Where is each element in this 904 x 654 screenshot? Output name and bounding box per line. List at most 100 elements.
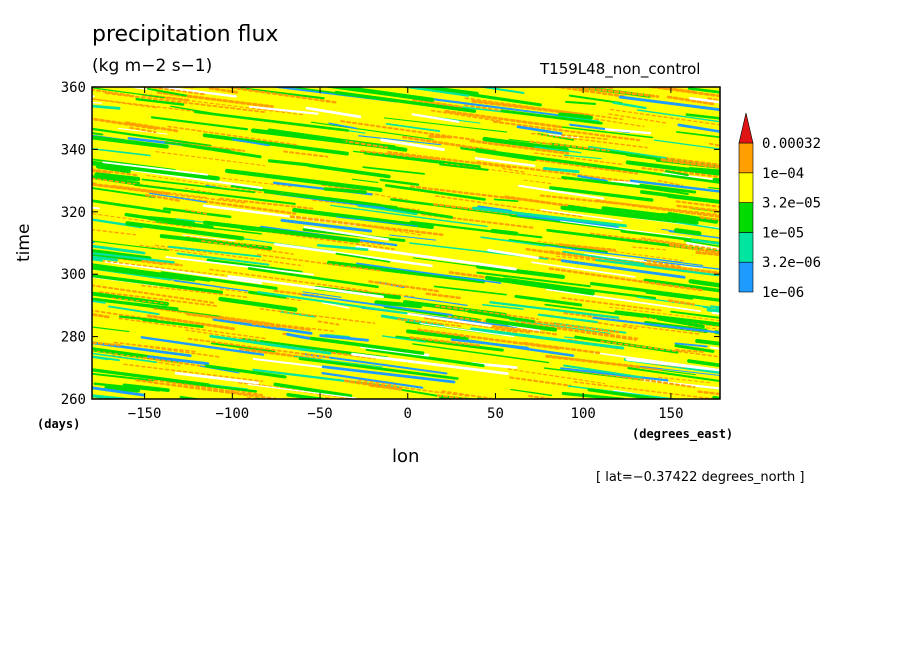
field-streak bbox=[749, 368, 898, 386]
field-streak bbox=[648, 87, 696, 94]
field-streak bbox=[523, 429, 571, 435]
field-streak bbox=[623, 323, 700, 335]
field-streak bbox=[141, 284, 248, 298]
field-streak bbox=[332, 434, 459, 452]
colorbar-extend-triangle bbox=[738, 112, 754, 144]
field-streak bbox=[708, 54, 844, 71]
field-streak bbox=[387, 151, 515, 169]
field-streak bbox=[646, 457, 734, 470]
field-streak bbox=[421, 41, 516, 52]
field-streak bbox=[399, 311, 492, 327]
field-streak bbox=[676, 131, 720, 139]
field-streak bbox=[92, 98, 159, 109]
field-streak bbox=[367, 441, 503, 459]
field-streak bbox=[458, 40, 590, 59]
field-streak bbox=[542, 166, 580, 174]
field-streak bbox=[674, 344, 715, 353]
field-streak bbox=[81, 57, 241, 78]
field-streak bbox=[451, 443, 601, 462]
field-streak bbox=[323, 66, 426, 80]
field-streak bbox=[709, 346, 720, 350]
field-streak bbox=[138, 441, 210, 449]
field-streak bbox=[92, 352, 158, 364]
field-streak bbox=[92, 104, 121, 110]
field-streak bbox=[660, 39, 806, 59]
field-streak bbox=[549, 87, 625, 98]
field-streak bbox=[789, 278, 904, 297]
field-streak bbox=[273, 382, 353, 398]
field-streak bbox=[604, 165, 720, 184]
field-streak bbox=[147, 377, 237, 394]
field-streak bbox=[500, 109, 603, 125]
field-streak bbox=[527, 157, 638, 175]
field-streak bbox=[104, 385, 141, 393]
field-streak bbox=[632, 56, 692, 64]
field-streak bbox=[563, 364, 642, 379]
field-streak bbox=[274, 398, 275, 399]
field-streak bbox=[770, 70, 825, 77]
field-streak bbox=[122, 383, 170, 392]
field-streak bbox=[206, 452, 349, 469]
field-streak bbox=[176, 252, 270, 266]
field-streak bbox=[435, 304, 539, 321]
field-streak bbox=[759, 29, 896, 46]
field-streak bbox=[125, 121, 180, 133]
field-streak bbox=[549, 250, 583, 258]
field-streak bbox=[608, 113, 666, 124]
field-streak bbox=[476, 87, 525, 94]
field-streak bbox=[117, 127, 168, 135]
field-streak bbox=[293, 355, 383, 368]
field-streak bbox=[92, 187, 156, 199]
field-streak bbox=[409, 336, 482, 347]
field-streak bbox=[453, 64, 600, 84]
field-streak bbox=[92, 147, 151, 157]
field-streak bbox=[92, 253, 93, 255]
field-streak bbox=[781, 41, 859, 53]
field-streak bbox=[560, 259, 686, 279]
colorbar-label: 3.2e−06 bbox=[762, 255, 821, 271]
field-streak bbox=[256, 30, 313, 35]
field-streak bbox=[276, 31, 315, 35]
field-streak bbox=[773, 427, 861, 438]
field-streak bbox=[276, 40, 350, 48]
x-tick-label: −50 bbox=[307, 406, 332, 422]
field-streak bbox=[210, 342, 276, 353]
field-streak bbox=[397, 318, 464, 328]
field-streak bbox=[92, 386, 146, 397]
field-streak bbox=[656, 317, 705, 329]
field-streak bbox=[573, 381, 720, 399]
field-streak bbox=[141, 178, 256, 194]
field-streak bbox=[358, 135, 442, 146]
field-streak bbox=[715, 306, 720, 311]
field-streak bbox=[695, 437, 808, 451]
field-streak bbox=[352, 150, 406, 159]
field-streak bbox=[357, 379, 397, 386]
field-streak bbox=[763, 453, 828, 462]
field-streak bbox=[444, 162, 570, 181]
field-streak bbox=[727, 360, 870, 380]
colorbar-box bbox=[738, 232, 754, 263]
field-streak bbox=[531, 132, 648, 149]
field-streak bbox=[749, 325, 849, 340]
field-streak bbox=[600, 340, 720, 358]
field-streak bbox=[574, 63, 645, 74]
field-streak bbox=[510, 388, 553, 397]
field-streak bbox=[493, 198, 519, 203]
field-streak bbox=[683, 239, 720, 248]
field-streak bbox=[664, 170, 689, 177]
colorbar-label: 1e−04 bbox=[762, 166, 804, 182]
field-streak bbox=[367, 439, 452, 452]
x-tick-label: 0 bbox=[404, 406, 412, 422]
field-streak bbox=[321, 365, 456, 384]
field-streak bbox=[668, 243, 720, 254]
field-streak bbox=[745, 436, 793, 441]
field-streak bbox=[399, 87, 470, 97]
field-streak bbox=[140, 336, 265, 356]
field-streak bbox=[217, 87, 337, 104]
field-streak bbox=[435, 195, 584, 218]
field-streak bbox=[309, 336, 425, 355]
field-streak bbox=[380, 138, 445, 151]
field-streak bbox=[146, 314, 236, 331]
field-streak bbox=[111, 297, 167, 305]
field-streak bbox=[33, 44, 113, 53]
